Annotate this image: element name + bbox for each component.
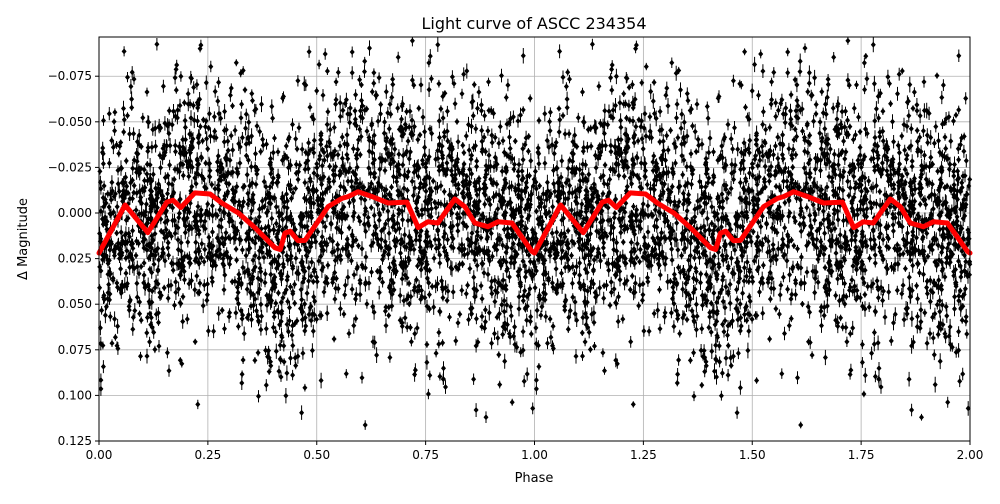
y-tick-label: −0.075 — [48, 69, 92, 83]
x-tick-label: 0.25 — [195, 448, 222, 462]
y-axis: −0.075 −0.050 −0.025 0.000 0.025 0.050 0.075 0.… — [48, 69, 99, 448]
x-tick-label: 0.50 — [303, 448, 330, 462]
x-tick-label: 1.00 — [521, 448, 548, 462]
data-markers — [97, 37, 973, 428]
x-tick-label: 2.00 — [957, 448, 984, 462]
y-tick-label: −0.025 — [48, 160, 92, 174]
x-tick-label: 1.25 — [630, 448, 657, 462]
model-curve — [96, 189, 973, 256]
y-tick-label: 0.000 — [58, 206, 92, 220]
y-axis-label: Δ Magnitude — [16, 198, 31, 280]
y-tick-label: 0.125 — [58, 434, 92, 448]
y-tick-label: 0.075 — [58, 343, 92, 357]
y-tick-label: 0.050 — [58, 297, 92, 311]
x-tick-label: 1.50 — [739, 448, 766, 462]
y-tick-label: 0.025 — [58, 252, 92, 266]
chart-title: Light curve of ASCC 234354 — [421, 14, 646, 33]
x-tick-label: 0.75 — [412, 448, 439, 462]
y-tick-label: −0.050 — [48, 115, 92, 129]
y-tick-label: 0.100 — [58, 388, 92, 402]
x-axis-label: Phase — [515, 471, 554, 486]
observation-points — [97, 37, 973, 430]
x-axis: 0.00 0.25 0.50 0.75 1.00 1.25 1.50 1.75 2.00 — [86, 441, 984, 462]
x-tick-label: 0.00 — [86, 448, 113, 462]
x-tick-label: 1.75 — [848, 448, 875, 462]
